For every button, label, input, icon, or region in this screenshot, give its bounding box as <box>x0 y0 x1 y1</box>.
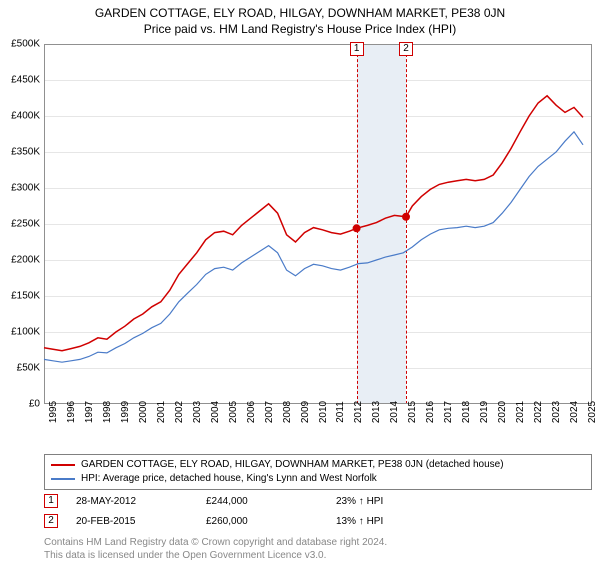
xtick-label: 2016 <box>425 401 436 423</box>
sale-delta-1: 23% ↑ HPI <box>336 496 466 507</box>
xtick-label: 2010 <box>318 401 329 423</box>
series-hpi <box>44 132 583 362</box>
ytick-label: £500K <box>11 39 40 50</box>
ytick-label: £100K <box>11 327 40 338</box>
legend-item: HPI: Average price, detached house, King… <box>51 472 585 486</box>
ytick-label: £400K <box>11 111 40 122</box>
xtick-label: 2023 <box>551 401 562 423</box>
xtick-label: 2011 <box>335 401 346 423</box>
xtick-label: 2008 <box>282 401 293 423</box>
footer-line-2: This data is licensed under the Open Gov… <box>44 549 387 562</box>
xtick-label: 2019 <box>479 401 490 423</box>
series-price_paid <box>44 96 583 351</box>
xtick-label: 1997 <box>84 401 95 423</box>
chart-title: GARDEN COTTAGE, ELY ROAD, HILGAY, DOWNHA… <box>0 0 600 20</box>
xtick-label: 1995 <box>48 401 59 423</box>
sale-price-2: £260,000 <box>206 516 336 527</box>
legend-label: GARDEN COTTAGE, ELY ROAD, HILGAY, DOWNHA… <box>81 458 504 472</box>
xtick-label: 2024 <box>569 401 580 423</box>
series-marker <box>353 224 361 232</box>
ytick-label: £300K <box>11 183 40 194</box>
xtick-label: 2000 <box>138 401 149 423</box>
footer-line-1: Contains HM Land Registry data © Crown c… <box>44 536 387 549</box>
event-marker-box: 2 <box>399 42 413 56</box>
ytick-label: £200K <box>11 255 40 266</box>
sale-price-1: £244,000 <box>206 496 336 507</box>
xtick-label: 2021 <box>515 401 526 423</box>
xtick-label: 2001 <box>156 401 167 423</box>
xtick-label: 2013 <box>371 401 382 423</box>
sale-row-1: 1 28-MAY-2012 £244,000 23% ↑ HPI <box>44 494 592 508</box>
sale-row-2: 2 20-FEB-2015 £260,000 13% ↑ HPI <box>44 514 592 528</box>
xtick-label: 1999 <box>120 401 131 423</box>
xtick-label: 2006 <box>246 401 257 423</box>
sale-marker-1: 1 <box>44 494 58 508</box>
ytick-label: £250K <box>11 219 40 230</box>
ytick-label: £350K <box>11 147 40 158</box>
xtick-label: 1998 <box>102 401 113 423</box>
xtick-label: 2015 <box>407 401 418 423</box>
legend-item: GARDEN COTTAGE, ELY ROAD, HILGAY, DOWNHA… <box>51 458 585 472</box>
xtick-label: 2025 <box>587 401 598 423</box>
legend-label: HPI: Average price, detached house, King… <box>81 472 377 486</box>
series-marker <box>402 213 410 221</box>
line-plot <box>44 44 592 404</box>
ytick-label: £450K <box>11 75 40 86</box>
xtick-label: 1996 <box>66 401 77 423</box>
chart-subtitle: Price paid vs. HM Land Registry's House … <box>0 20 600 38</box>
sale-date-2: 20-FEB-2015 <box>76 516 206 527</box>
footer-copyright: Contains HM Land Registry data © Crown c… <box>44 536 387 562</box>
xtick-label: 2004 <box>210 401 221 423</box>
xtick-label: 2007 <box>264 401 275 423</box>
xtick-label: 2020 <box>497 401 508 423</box>
xtick-label: 2005 <box>228 401 239 423</box>
sale-delta-2: 13% ↑ HPI <box>336 516 466 527</box>
legend-swatch <box>51 464 75 466</box>
xtick-label: 2009 <box>300 401 311 423</box>
ytick-label: £150K <box>11 291 40 302</box>
sale-marker-2: 2 <box>44 514 58 528</box>
ytick-label: £50K <box>17 363 40 374</box>
xtick-label: 2022 <box>533 401 544 423</box>
event-marker-box: 1 <box>350 42 364 56</box>
xtick-label: 2003 <box>192 401 203 423</box>
sale-date-1: 28-MAY-2012 <box>76 496 206 507</box>
xtick-label: 2002 <box>174 401 185 423</box>
xtick-label: 2018 <box>461 401 472 423</box>
xtick-label: 2014 <box>389 401 400 423</box>
xtick-label: 2017 <box>443 401 454 423</box>
chart-container: GARDEN COTTAGE, ELY ROAD, HILGAY, DOWNHA… <box>0 0 600 560</box>
legend: GARDEN COTTAGE, ELY ROAD, HILGAY, DOWNHA… <box>44 454 592 490</box>
xtick-label: 2012 <box>353 401 364 423</box>
legend-swatch <box>51 478 75 480</box>
ytick-label: £0 <box>29 399 40 410</box>
